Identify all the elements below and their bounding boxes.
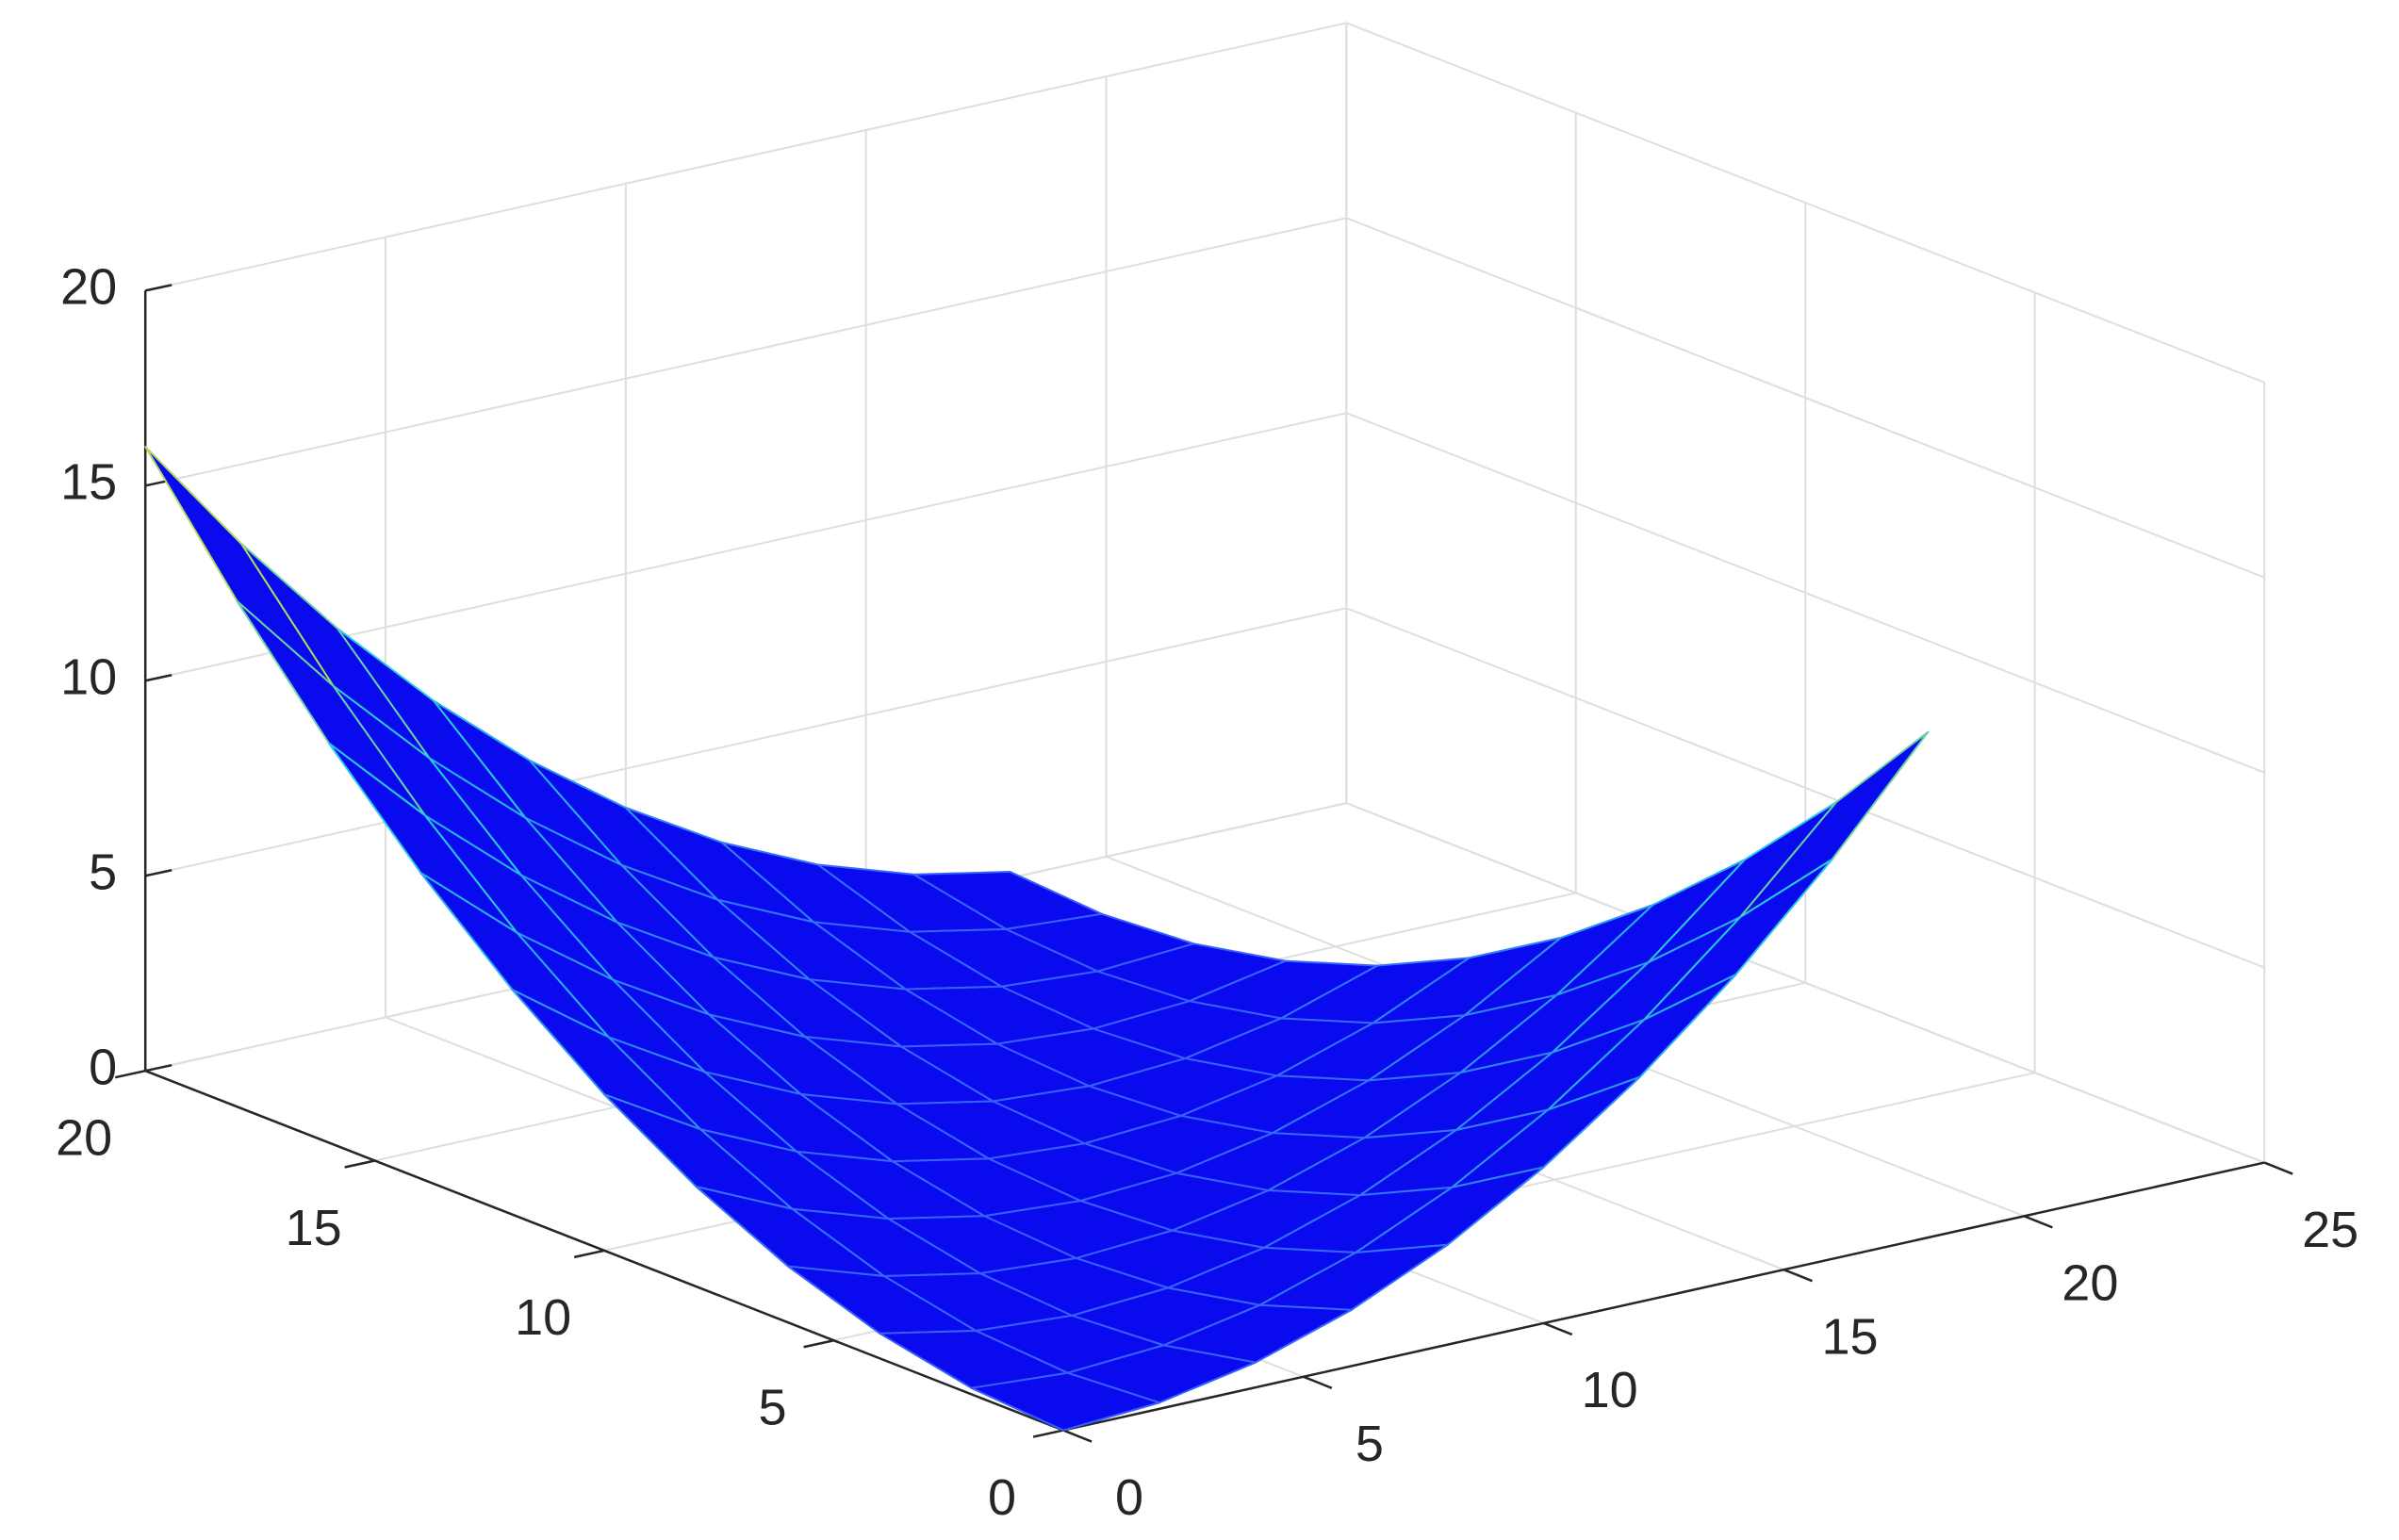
grid-line	[1345, 412, 2265, 774]
grid-line	[144, 22, 1347, 292]
tick-mark	[2023, 1215, 2053, 1229]
tick-mark	[1543, 1321, 1573, 1336]
x-tick-label: 25	[2302, 1202, 2358, 1258]
x-tick-label: 15	[1821, 1308, 1878, 1365]
grid-line	[1345, 802, 2265, 1164]
z-tick-label: 10	[60, 649, 117, 706]
grid-line	[1345, 22, 2265, 384]
surface-patch	[144, 445, 335, 687]
x-tick-label: 10	[1582, 1362, 1638, 1418]
tick-mark	[2263, 1161, 2293, 1175]
tick-mark	[144, 284, 173, 292]
y-tick-label: 0	[988, 1469, 1016, 1526]
tick-mark	[144, 868, 173, 877]
tick-mark	[1062, 1429, 1093, 1443]
z-tick-label: 5	[89, 844, 117, 900]
grid-line	[1345, 607, 2265, 969]
z-tick-label: 0	[89, 1039, 117, 1095]
grid-line	[144, 607, 1347, 877]
tick-mark	[1303, 1375, 1333, 1389]
grid-line	[1345, 217, 2265, 579]
x-tick-label: 0	[1115, 1469, 1143, 1526]
y-tick-label: 5	[759, 1379, 787, 1435]
z-tick-label: 20	[60, 259, 117, 316]
tick-mark	[803, 1339, 834, 1349]
grid-line	[144, 217, 1347, 487]
tick-mark	[144, 1063, 173, 1073]
y-tick-label: 10	[515, 1289, 571, 1346]
tick-mark	[1032, 1429, 1064, 1438]
x-tick-label: 20	[2062, 1255, 2118, 1312]
tick-mark	[144, 674, 173, 682]
x-axis	[1062, 1161, 2265, 1432]
surface-patch	[970, 1371, 1160, 1432]
tick-mark	[573, 1249, 605, 1259]
tick-mark	[1783, 1269, 1813, 1283]
x-tick-label: 5	[1356, 1416, 1384, 1472]
z-tick-label: 15	[60, 454, 117, 511]
tick-mark	[114, 1069, 146, 1079]
y-tick-label: 20	[56, 1109, 112, 1166]
tick-mark	[344, 1159, 375, 1169]
y-tick-label: 15	[286, 1200, 342, 1256]
